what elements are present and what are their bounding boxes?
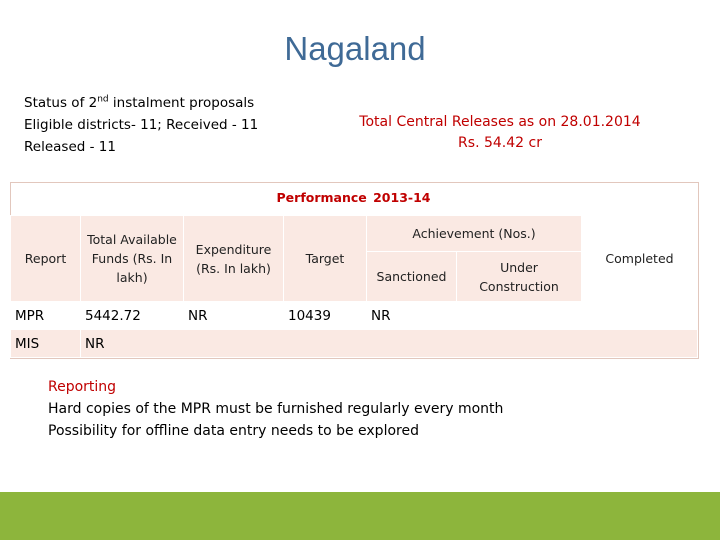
reporting-notes: Reporting Hard copies of the MPR must be… xyxy=(48,376,503,442)
table-row-mpr: MPR 5442.72 NR 10439 NR xyxy=(10,301,698,330)
status-line-1-prefix: Status of 2 xyxy=(24,95,98,111)
header-expenditure: Expenditure (Rs. In lakh) xyxy=(183,215,284,302)
footer-bar xyxy=(0,492,720,540)
header-report: Report xyxy=(10,215,81,302)
header-under-construction: Under Construction xyxy=(456,251,582,302)
reporting-heading: Reporting xyxy=(48,379,117,395)
header-sanctioned: Sanctioned xyxy=(366,251,457,302)
performance-title: Performance 2013-14 xyxy=(276,190,431,205)
cell-value-mis: NR xyxy=(80,329,698,358)
status-line-2: Eligible districts- 11; Received - 11 xyxy=(24,117,259,133)
slide-title: Nagaland xyxy=(284,30,426,67)
status-line-3: Released - 11 xyxy=(24,139,116,155)
header-completed: Completed xyxy=(581,215,698,302)
cell-report-mpr: MPR xyxy=(10,301,81,330)
cell-report-mis: MIS xyxy=(10,329,81,358)
cell-achievement-mpr: NR xyxy=(366,301,457,330)
reporting-line-2: Possibility for offline data entry needs… xyxy=(48,423,419,439)
cell-funds-mpr: 5442.72 xyxy=(80,301,184,330)
cell-expenditure-mpr: NR xyxy=(183,301,284,330)
central-releases: Total Central Releases as on 28.01.2014 … xyxy=(340,112,660,154)
header-achievement: Achievement (Nos.) xyxy=(366,215,582,252)
status-line-1-suffix: instalment proposals xyxy=(108,95,255,111)
releases-line-1: Total Central Releases as on 28.01.2014 xyxy=(359,114,641,130)
cell-empty-mpr-1 xyxy=(456,301,582,330)
status-line-1-sup: nd xyxy=(97,94,109,105)
table-row-mis: MIS NR xyxy=(10,329,698,358)
cell-target-mpr: 10439 xyxy=(283,301,367,330)
releases-line-2: Rs. 54.42 cr xyxy=(458,135,542,151)
status-line-1: Status of 2nd instalment proposals xyxy=(24,92,258,114)
proposal-status: Status of 2nd instalment proposals Eligi… xyxy=(24,92,258,158)
performance-table: Report Total Available Funds (Rs. In lak… xyxy=(10,215,698,358)
cell-empty-mpr-2 xyxy=(581,301,698,330)
header-target: Target xyxy=(283,215,367,302)
reporting-line-1: Hard copies of the MPR must be furnished… xyxy=(48,401,504,417)
header-funds: Total Available Funds (Rs. In lakh) xyxy=(80,215,184,302)
